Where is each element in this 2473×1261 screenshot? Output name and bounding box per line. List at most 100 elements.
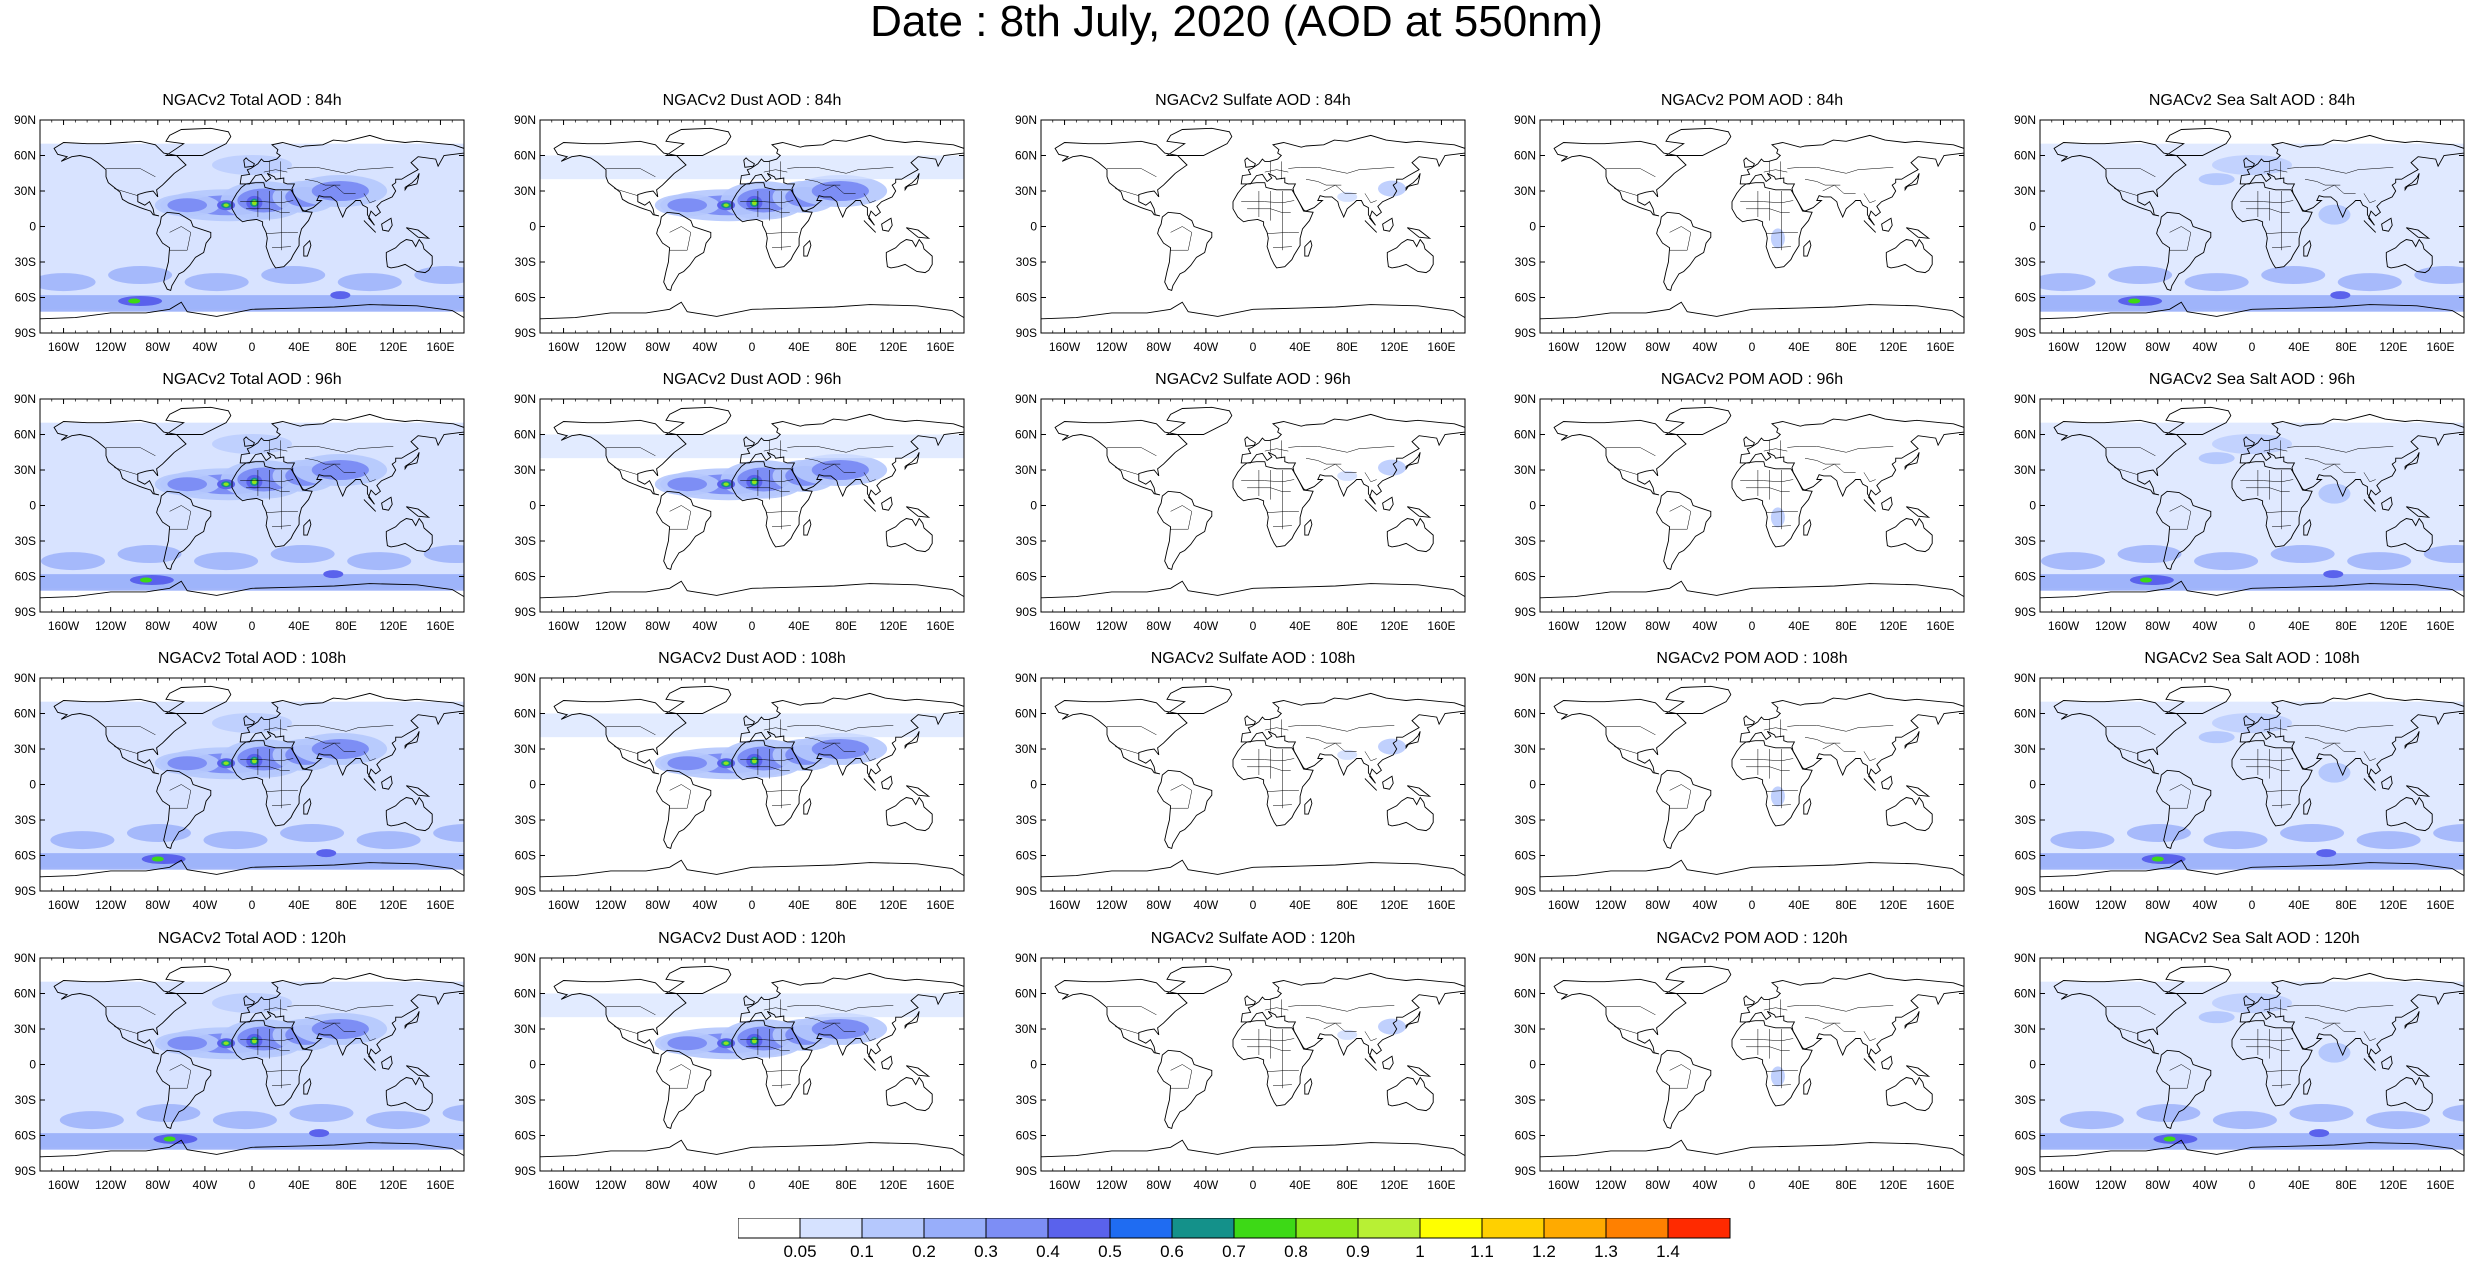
lat-tick-label: 0: [529, 499, 536, 513]
lon-tick-label: 0: [1250, 898, 1257, 912]
lat-tick-label: 90N: [1015, 392, 1037, 406]
colorbar-swatch: [1481, 1218, 1545, 1239]
lon-tick-label: 160E: [1926, 1178, 1954, 1192]
lon-tick-label: 80E: [2336, 340, 2357, 354]
lon-tick-label: 120W: [595, 619, 627, 633]
colorbar-label: 0.1: [850, 1242, 874, 1260]
lon-tick-label: 160W: [48, 340, 80, 354]
panel-title: NGACv2 Sea Salt AOD : 108h: [2144, 650, 2360, 667]
lat-tick-label: 60S: [2015, 1129, 2036, 1143]
aod-map: 90N 60N 30N 0 30S 60S 90S 160W 120W 80W 40W 0 40E 80E…: [1015, 671, 1466, 912]
lon-tick-label: 0: [1749, 340, 1756, 354]
aod-field: [40, 981, 464, 1150]
lon-tick-label: 160W: [1548, 340, 1580, 354]
lon-tick-label: 120W: [95, 898, 127, 912]
map-panel-seasalt-row1: NGACv2 Sea Salt AOD : 84h 90N 60N 30N 0 30S 60…: [2000, 0, 2465, 354]
lon-tick-label: 80W: [645, 898, 670, 912]
lon-tick-label: 160E: [1427, 340, 1455, 354]
lat-tick-label: 90S: [1016, 1164, 1037, 1178]
lon-tick-label: 40E: [2288, 1178, 2309, 1192]
lon-tick-label: 80W: [145, 340, 170, 354]
panel-title: NGACv2 POM AOD : 96h: [1660, 371, 1844, 388]
lat-tick-label: 30N: [1514, 463, 1536, 477]
lat-tick-label: 30N: [1015, 742, 1037, 756]
lat-tick-label: 60N: [1514, 707, 1536, 721]
lon-tick-label: 40W: [693, 340, 718, 354]
coastlines: [2040, 685, 2464, 891]
aod-field: [1337, 1018, 1406, 1040]
lon-tick-label: 120E: [379, 340, 407, 354]
lat-tick-label: 90N: [1015, 671, 1037, 685]
lon-tick-label: 0: [2249, 340, 2256, 354]
lat-tick-label: 30S: [2015, 1093, 2036, 1107]
lon-tick-label: 80E: [336, 898, 357, 912]
lat-tick-label: 30N: [1514, 742, 1536, 756]
lat-tick-label: 30S: [2015, 534, 2036, 548]
map-panel-sulfate-row4: NGACv2 Sulfate AOD : 120h 90N 60N 30N 0 30S 60…: [1001, 838, 1466, 1192]
aod-map: 90N 60N 30N 0 30S 60S 90S 160W 120W 80W 40W 0 40E 80E…: [2014, 671, 2465, 912]
lon-tick-label: 80E: [1836, 898, 1857, 912]
lon-tick-label: 120E: [2379, 340, 2407, 354]
lon-tick-label: 160E: [926, 619, 954, 633]
lat-tick-label: 90N: [1514, 951, 1536, 965]
lat-tick-label: 60N: [2014, 428, 2036, 442]
map-panel-sulfate-row1: NGACv2 Sulfate AOD : 84h 90N 60N 30N 0 30S 60S…: [1001, 0, 1466, 354]
lon-tick-label: 160W: [1049, 1178, 1081, 1192]
lon-tick-label: 120W: [95, 340, 127, 354]
lat-tick-label: 60S: [2015, 291, 2036, 305]
lat-tick-label: 60S: [1016, 849, 1037, 863]
lon-tick-label: 0: [249, 1178, 256, 1192]
panel-title: NGACv2 POM AOD : 84h: [1660, 92, 1844, 109]
lat-tick-label: 60S: [1016, 291, 1037, 305]
lon-tick-label: 40W: [1194, 340, 1219, 354]
lon-tick-label: 80W: [145, 619, 170, 633]
coastlines: [40, 127, 464, 333]
panel-title: NGACv2 Sulfate AOD : 120h: [1150, 930, 1356, 947]
lon-tick-label: 120E: [379, 1178, 407, 1192]
lat-tick-label: 30S: [1515, 813, 1536, 827]
panel-title: NGACv2 Total AOD : 120h: [157, 930, 347, 947]
aod-map: 90N 60N 30N 0 30S 60S 90S 160W 120W 80W 40W 0 40E 80E…: [14, 113, 465, 354]
lat-tick-label: 0: [1529, 1058, 1536, 1072]
lon-tick-label: 40E: [1289, 1178, 1310, 1192]
lon-tick-label: 80W: [2145, 619, 2170, 633]
map-panel-dust-row3: NGACv2 Dust AOD : 108h 90N 60N 30N 0 30S 60S 90…: [500, 558, 965, 912]
lat-tick-label: 60S: [15, 570, 36, 584]
lon-tick-label: 40W: [693, 619, 718, 633]
aod-field: [2040, 701, 2464, 870]
lon-tick-label: 40W: [2193, 619, 2218, 633]
map-panel-pom-row2: NGACv2 POM AOD : 96h 90N 60N 30N 0 30S 60S 90S 1…: [1500, 279, 1965, 633]
lat-tick-label: 90S: [15, 326, 36, 340]
lat-tick-label: 30N: [514, 742, 536, 756]
lon-tick-label: 120E: [879, 340, 907, 354]
lat-tick-label: 90S: [2015, 884, 2036, 898]
lon-tick-label: 80W: [1645, 1178, 1670, 1192]
lon-tick-label: 80E: [836, 898, 857, 912]
lon-tick-label: 40W: [2193, 340, 2218, 354]
coastlines: [540, 127, 964, 333]
lon-tick-label: 40W: [693, 898, 718, 912]
lon-tick-label: 120W: [1595, 619, 1627, 633]
lon-tick-label: 160W: [2048, 1178, 2080, 1192]
lat-tick-label: 30N: [2014, 742, 2036, 756]
lat-tick-label: 30S: [15, 255, 36, 269]
lon-tick-label: 160E: [926, 340, 954, 354]
map-frame: [539, 957, 965, 1172]
lat-tick-label: 30N: [1015, 184, 1037, 198]
lat-tick-label: 0: [2029, 778, 2036, 792]
lon-tick-label: 160W: [2048, 619, 2080, 633]
lat-tick-label: 90N: [14, 113, 36, 127]
lon-tick-label: 120E: [879, 1178, 907, 1192]
lat-tick-label: 30N: [2014, 184, 2036, 198]
lat-tick-label: 60S: [515, 291, 536, 305]
lat-tick-label: 0: [529, 1058, 536, 1072]
map-panel-sulfate-row2: NGACv2 Sulfate AOD : 96h 90N 60N 30N 0 30S 60S…: [1001, 279, 1466, 633]
lat-tick-label: 60N: [514, 987, 536, 1001]
lon-tick-label: 120W: [1096, 1178, 1128, 1192]
lat-tick-label: 30S: [1016, 534, 1037, 548]
lat-tick-label: 0: [529, 778, 536, 792]
lat-tick-label: 60S: [1515, 849, 1536, 863]
colorbar-swatch: [1233, 1218, 1297, 1239]
lon-tick-label: 160W: [548, 898, 580, 912]
lat-tick-label: 90S: [515, 326, 536, 340]
